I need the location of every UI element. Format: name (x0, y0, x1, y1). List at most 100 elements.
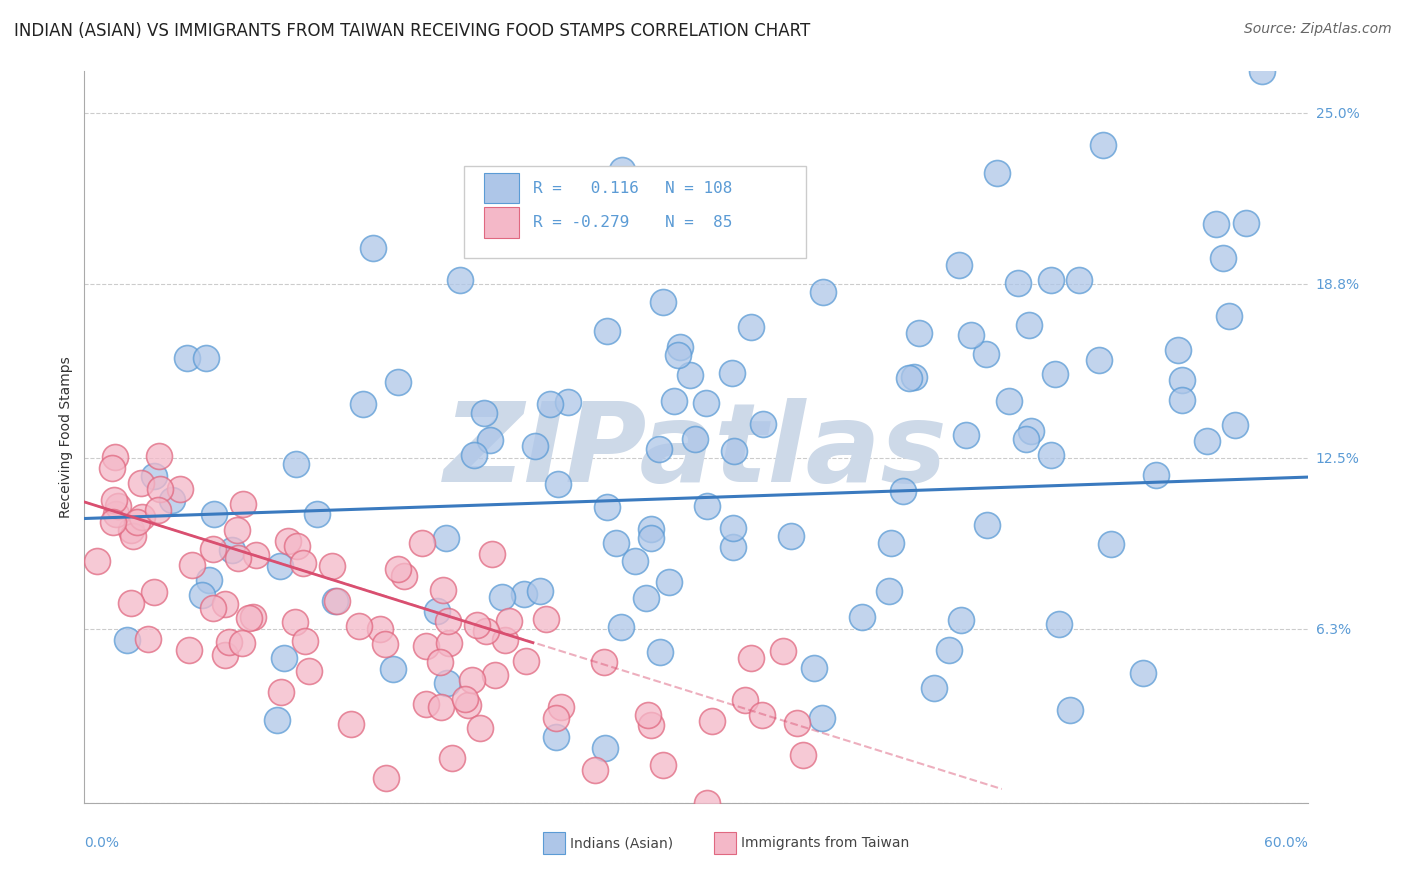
Point (415, 639, 437, 653)
Point (650, 645, 672, 659)
Point (751, 708, 773, 723)
Point (734, 693, 756, 707)
Point (922, 681, 945, 696)
Point (202, 507, 225, 521)
Point (231, 635, 253, 649)
Point (779, 529, 801, 543)
Point (583, 764, 606, 778)
Point (976, 517, 998, 532)
Point (457, 698, 479, 712)
Point (104, 507, 127, 521)
Point (434, 531, 457, 545)
Point (232, 497, 254, 511)
FancyBboxPatch shape (464, 167, 806, 258)
Point (1039, 273, 1062, 287)
Point (270, 685, 292, 699)
Point (955, 428, 977, 442)
Point (129, 476, 152, 491)
Point (811, 285, 834, 299)
Point (1225, 417, 1247, 432)
Point (1007, 276, 1029, 290)
Text: Immigrants from Taiwan: Immigrants from Taiwan (741, 836, 910, 850)
Point (368, 622, 391, 636)
Point (640, 717, 662, 731)
Point (652, 757, 675, 772)
Point (307, 507, 329, 521)
Point (415, 697, 437, 711)
Point (273, 651, 295, 665)
Point (449, 272, 471, 286)
Point (202, 541, 225, 556)
Point (125, 515, 148, 529)
Point (1047, 616, 1070, 631)
Point (1014, 433, 1036, 447)
Point (696, 796, 718, 810)
Point (198, 574, 221, 588)
Point (122, 529, 145, 543)
Point (430, 700, 453, 714)
Point (960, 328, 983, 343)
Point (877, 583, 900, 598)
Point (907, 326, 929, 340)
Point (903, 370, 925, 384)
Text: 0.0%: 0.0% (84, 836, 120, 850)
Point (120, 596, 142, 610)
Point (610, 162, 633, 177)
Point (498, 615, 520, 629)
Point (432, 583, 454, 598)
Y-axis label: Receiving Food Stamps: Receiving Food Stamps (59, 356, 73, 518)
Point (238, 610, 260, 624)
Point (104, 450, 127, 464)
Point (277, 534, 299, 549)
Point (544, 711, 567, 725)
Point (291, 556, 314, 570)
Point (194, 351, 217, 365)
Point (515, 654, 537, 668)
Text: INDIAN (ASIAN) VS IMMIGRANTS FROM TAIWAN RECEIVING FOOD STAMPS CORRELATION CHART: INDIAN (ASIAN) VS IMMIGRANTS FROM TAIWAN… (14, 22, 810, 40)
Text: Indians (Asian): Indians (Asian) (569, 836, 673, 850)
Point (361, 241, 384, 255)
Point (426, 604, 449, 618)
Point (484, 667, 506, 681)
Point (811, 711, 834, 725)
Point (879, 536, 901, 550)
Point (202, 601, 225, 615)
Text: N =  85: N = 85 (665, 215, 733, 230)
Point (534, 612, 557, 626)
Text: R =   0.116: R = 0.116 (533, 180, 640, 195)
Point (453, 691, 475, 706)
Point (669, 341, 692, 355)
Point (245, 548, 267, 562)
Bar (484, 173, 519, 203)
Point (658, 575, 681, 590)
Point (242, 610, 264, 624)
Point (1236, 215, 1258, 229)
Point (1021, 424, 1043, 438)
Point (1250, 64, 1272, 78)
Point (142, 584, 165, 599)
Point (1167, 343, 1189, 357)
Point (772, 644, 794, 658)
Point (294, 633, 316, 648)
Point (115, 633, 138, 648)
Point (723, 444, 745, 458)
Point (131, 510, 153, 524)
Point (740, 651, 762, 665)
Point (214, 648, 236, 662)
Point (652, 294, 675, 309)
Point (326, 593, 349, 607)
Point (411, 536, 433, 550)
Point (269, 559, 291, 574)
Point (374, 771, 396, 785)
Point (323, 593, 346, 607)
Point (557, 395, 579, 409)
Point (491, 590, 513, 604)
Point (148, 449, 170, 463)
Point (1069, 273, 1091, 287)
Point (463, 448, 485, 462)
Point (647, 442, 669, 457)
Point (529, 584, 551, 599)
Point (352, 397, 374, 411)
Point (436, 675, 458, 690)
Point (637, 708, 659, 723)
